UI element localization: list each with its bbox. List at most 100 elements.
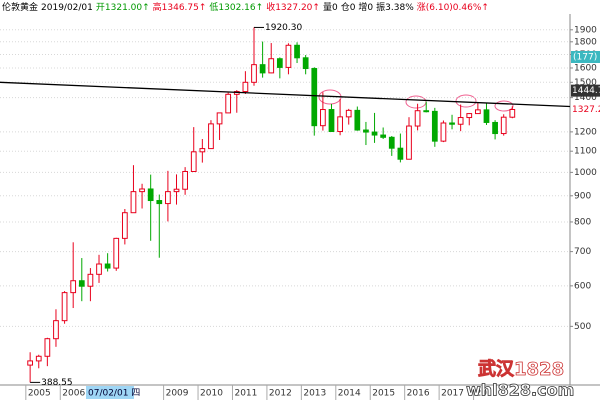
y-tick-label: 1500 (574, 78, 597, 88)
x-tick-label: 2011 (234, 389, 257, 399)
candle-body (500, 116, 507, 135)
x-tick-label: 2016 (407, 389, 430, 399)
candle-body (104, 263, 111, 269)
y-tick-label: 700 (574, 247, 591, 257)
header-item: 仓0 (341, 1, 356, 13)
x-tick-label: 2013 (303, 389, 326, 399)
candle-body (337, 116, 343, 133)
candle-body (44, 338, 51, 357)
candle-body (294, 44, 300, 59)
header-item: 振3.38% (376, 1, 414, 13)
candle-body (173, 188, 180, 193)
last-box (571, 103, 600, 116)
candle-body (61, 292, 68, 322)
header: 伦敦黄金 2019/02/01 开1321.00↑ 高1346.75↑ 低1302.16… (2, 1, 489, 13)
candle-body (121, 212, 128, 239)
candle-body (380, 134, 387, 138)
header-item: 量0 (323, 2, 338, 13)
candle-body (466, 113, 473, 119)
candle-body (406, 125, 412, 160)
candle-body (199, 148, 206, 153)
x-tick-label: 2009 (166, 389, 189, 399)
candle-body (113, 237, 120, 269)
candle-body (182, 170, 188, 190)
y-tick-label: 1100 (574, 147, 597, 157)
circle (494, 100, 514, 112)
candle-body (354, 109, 361, 131)
candle-body (78, 280, 85, 287)
candle-body (311, 68, 318, 127)
x-tick-label: 2015 (372, 389, 395, 399)
candle-body (216, 112, 223, 125)
header-item: 2019/02/01 (41, 3, 93, 13)
watermark: whl828.com (466, 381, 574, 400)
x-tick-label: 2014 (338, 389, 361, 399)
candle-body (363, 129, 369, 133)
candle-body (423, 110, 430, 113)
candle-body (509, 108, 516, 118)
candle-body (397, 147, 404, 160)
cursor-label: 07/02/01 四 (88, 389, 140, 399)
last-label: 1327.20 (572, 105, 600, 115)
candle-body (440, 122, 447, 142)
candle-body (345, 109, 352, 118)
candle-body (285, 44, 292, 68)
x-tick-label: 2005 (28, 389, 51, 399)
candle-body (388, 136, 395, 149)
candle-body (242, 81, 249, 93)
x-tick-label: 20 (476, 389, 488, 399)
circle (455, 94, 477, 108)
y-tick-label: 1800 (574, 37, 597, 47)
high-label: 1920.30 (265, 23, 302, 33)
y-tick-label: 1600 (574, 63, 597, 73)
candle-body (414, 110, 421, 127)
marker-label: 1444.70 (572, 86, 600, 96)
marker-box (571, 84, 600, 97)
x-tick-label: 2010 (200, 389, 223, 399)
candle-body (53, 320, 59, 340)
count-box (571, 51, 600, 63)
candle-body (165, 191, 171, 205)
candle-body (190, 151, 197, 172)
y-tick-label: 500 (574, 322, 591, 332)
candle-body (431, 110, 438, 142)
x-tick-label: 2006 (62, 389, 85, 399)
y-tick-label: 1000 (574, 168, 597, 178)
candle-body (302, 57, 309, 70)
header-item: 高1346.75↑ (153, 1, 207, 13)
candle-body (225, 93, 232, 114)
header-item: 收1327.20↑ (266, 1, 320, 13)
header-item: 涨(6.10)0.46%↑ (417, 2, 489, 13)
candle-body (276, 58, 283, 68)
candle-body (96, 263, 102, 275)
y-tick-label: 900 (574, 191, 591, 201)
cursor-box (86, 386, 134, 399)
y-tick-label: 1400 (574, 93, 597, 103)
header-item: 伦敦黄金 (2, 1, 38, 13)
count-label: (177) (573, 53, 597, 63)
candle-body (320, 109, 326, 127)
candle-body (328, 109, 335, 133)
candle-body (475, 109, 481, 115)
candle-body (449, 122, 455, 125)
header-item: 增0 (358, 1, 373, 13)
candle-body (259, 64, 266, 74)
candle-body (147, 188, 154, 202)
watermark: 武汉1828 (478, 359, 564, 380)
trend-line (0, 81, 571, 108)
candle-body (87, 273, 94, 287)
candle-body (156, 200, 163, 205)
candle-body (70, 280, 77, 294)
candle-body (251, 64, 257, 83)
candle-body (483, 109, 490, 123)
candle-body (35, 355, 42, 362)
candle-body (371, 131, 378, 136)
x-tick-label: 2012 (269, 389, 292, 399)
candle-body (457, 117, 464, 125)
candle-body (268, 58, 275, 74)
header-item: 低1302.16↑ (209, 1, 263, 13)
y-tick-label: 600 (574, 281, 591, 291)
candle-body (139, 188, 145, 193)
